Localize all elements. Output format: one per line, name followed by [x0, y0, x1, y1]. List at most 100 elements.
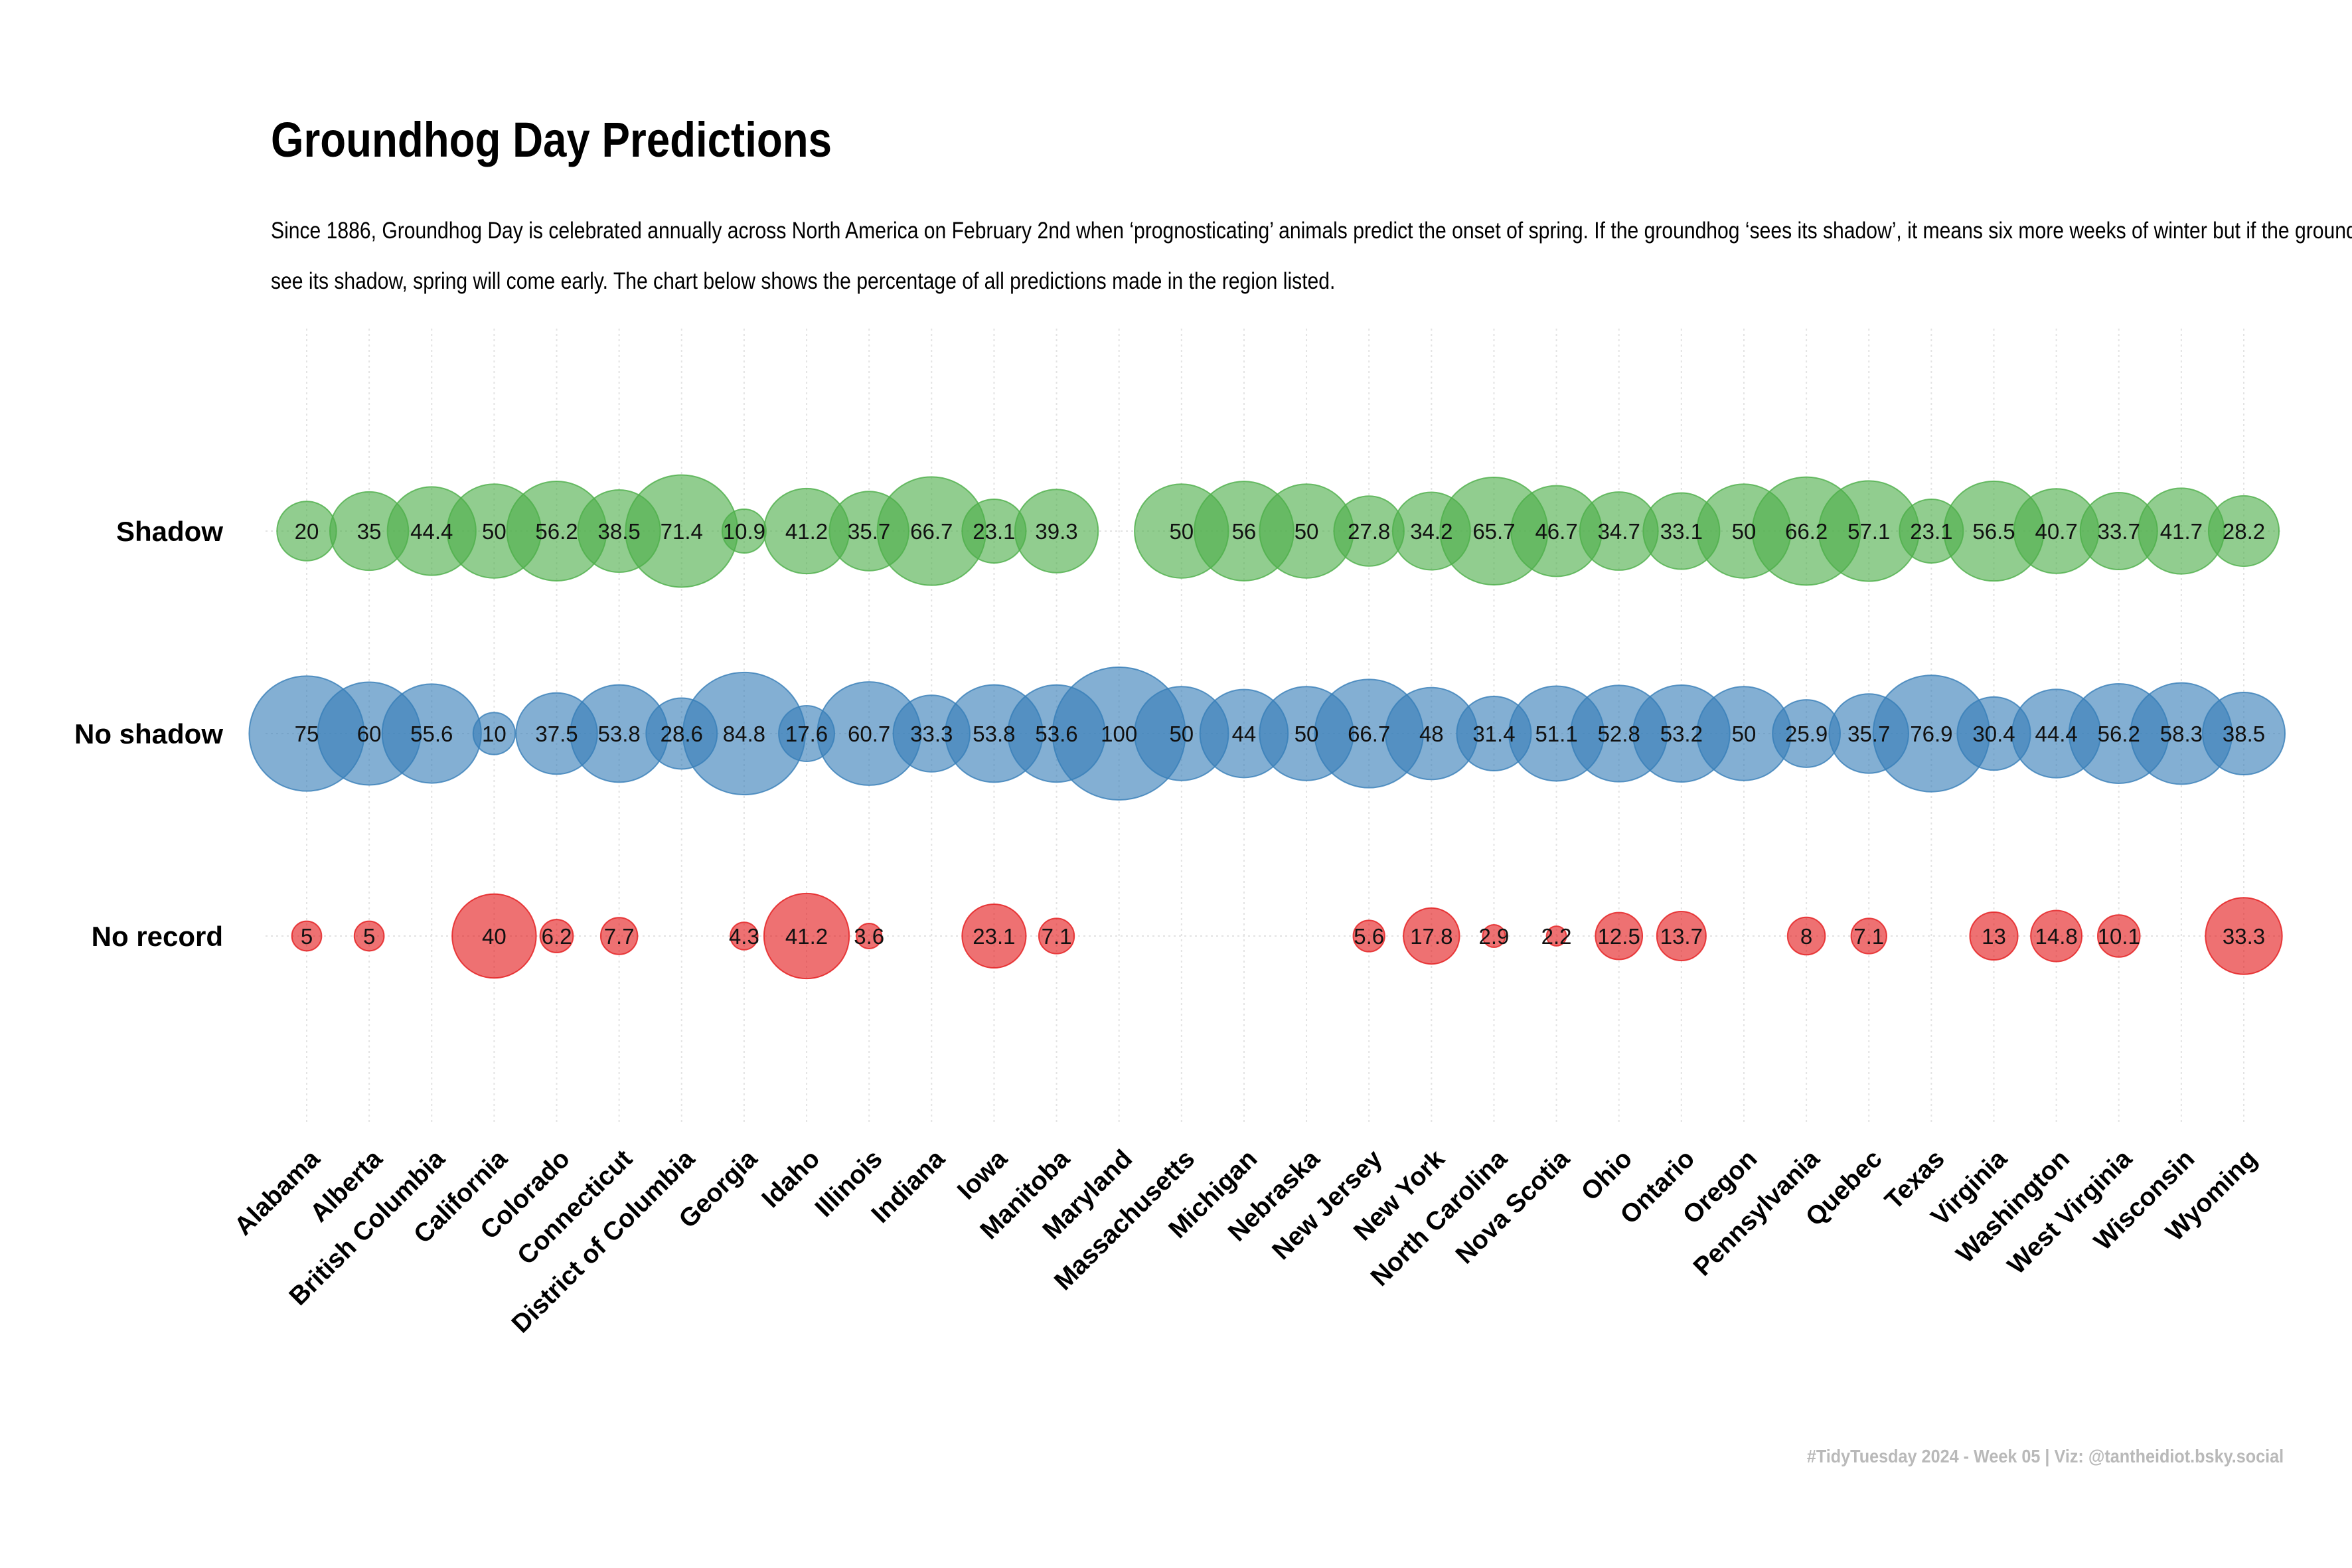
- bubble-value-label: 10: [482, 722, 507, 746]
- bubble-value-label: 27.8: [1348, 519, 1390, 544]
- bubble-value-label: 23.1: [1910, 519, 1952, 544]
- row-label: No shadow: [74, 718, 223, 749]
- bubble-value-label: 50: [1294, 519, 1319, 544]
- bubble-value-label: 44.4: [2035, 722, 2077, 746]
- bubble-value-label: 48: [1419, 722, 1444, 746]
- bubble-no-record: [2030, 909, 2083, 963]
- bubble-value-label: 14.8: [2035, 924, 2077, 949]
- bubble-value-label: 60.7: [848, 722, 890, 746]
- bubble-value-label: 20: [295, 519, 319, 544]
- bubble-value-label: 57.1: [1847, 519, 1890, 544]
- bubble-value-label: 10.9: [723, 519, 765, 544]
- bubble-value-label: 33.3: [2223, 924, 2265, 949]
- bubble-value-label: 65.7: [1472, 519, 1515, 544]
- bubble-value-label: 41.2: [785, 519, 828, 544]
- bubble-value-label: 7.1: [1042, 924, 1072, 949]
- bubble-no-record: [1969, 911, 2019, 961]
- bubble-value-label: 50: [1732, 519, 1757, 544]
- bubble-value-label: 44: [1232, 722, 1257, 746]
- bubble-value-label: 50: [482, 519, 507, 544]
- bubble-value-label: 31.4: [1472, 722, 1515, 746]
- bubble-value-label: 38.5: [598, 519, 641, 544]
- bubble-value-label: 13: [1982, 924, 2006, 949]
- bubble-value-label: 5: [301, 924, 313, 949]
- bubble-value-label: 34.7: [1598, 519, 1640, 544]
- bubble-value-label: 50: [1169, 722, 1194, 746]
- bubble-no-record: [599, 917, 639, 955]
- bubble-no-record: [1786, 916, 1826, 956]
- bubble-value-label: 50: [1294, 722, 1319, 746]
- bubble-value-label: 40.7: [2035, 519, 2077, 544]
- bubble-value-label: 41.2: [785, 924, 828, 949]
- label-layer: 20 35 44.4 50 56.2 38.5 71.4 10.9 41.2 35.7 66.7 23…: [295, 519, 2265, 949]
- bubble-value-label: 28.2: [2223, 519, 2265, 544]
- bubble-no-record: [2096, 914, 2141, 958]
- bubble-no-record: [291, 920, 323, 952]
- bubble-value-label: 56.2: [2098, 722, 2140, 746]
- bubble-value-label: 3.6: [854, 924, 884, 949]
- chart-caption: #TidyTuesday 2024 - Week 05 | Viz: @tant…: [1806, 1446, 2284, 1466]
- bubble-value-label: 33.1: [1660, 519, 1703, 544]
- bubble-value-label: 50: [1169, 519, 1194, 544]
- bubble-value-label: 56.5: [1972, 519, 2015, 544]
- bubble-no-record: [1482, 923, 1506, 949]
- bubble-value-label: 28.6: [661, 722, 703, 746]
- bubble-no-record: [856, 923, 883, 949]
- bubble-value-label: 46.7: [1535, 519, 1577, 544]
- bubble-value-label: 58.3: [2160, 722, 2203, 746]
- bubble-value-label: 33.3: [910, 722, 953, 746]
- bubble-value-label: 2.9: [1479, 924, 1510, 949]
- bubble-value-label: 30.4: [1972, 722, 2015, 746]
- bubble-value-label: 33.7: [2098, 519, 2140, 544]
- bubble-value-label: 23.1: [973, 924, 1015, 949]
- x-tick-label: Alabama: [229, 1144, 326, 1241]
- bubble-value-label: 56: [1232, 519, 1257, 544]
- bubble-value-label: 7.1: [1853, 924, 1884, 949]
- bubble-value-label: 100: [1101, 722, 1137, 746]
- bubble-no-shadow: [2201, 691, 2286, 776]
- bubble-value-label: 60: [357, 722, 382, 746]
- bubble-layer: [248, 474, 2286, 980]
- bubble-value-label: 4.3: [729, 924, 759, 949]
- bubble-value-label: 44.4: [410, 519, 453, 544]
- bubble-value-label: 66.7: [910, 519, 953, 544]
- bubble-value-label: 39.3: [1035, 519, 1077, 544]
- bubble-value-label: 56.2: [535, 519, 578, 544]
- bubble-value-label: 5.6: [1354, 924, 1384, 949]
- bubble-value-label: 53.8: [598, 722, 641, 746]
- bubble-value-label: 66.7: [1348, 722, 1390, 746]
- chart-title: Groundhog Day Predictions: [271, 112, 832, 167]
- bubble-value-label: 25.9: [1785, 722, 1828, 746]
- bubble-value-label: 7.7: [604, 924, 635, 949]
- bubble-value-label: 53.6: [1035, 722, 1077, 746]
- bubble-no-record: [1038, 917, 1075, 955]
- bubble-no-record: [2205, 897, 2283, 975]
- bubble-value-label: 53.2: [1660, 722, 1703, 746]
- bubble-value-label: 17.8: [1410, 924, 1452, 949]
- bubble-value-label: 84.8: [723, 722, 765, 746]
- bubble-value-label: 40: [482, 924, 507, 949]
- bubble-value-label: 2.2: [1541, 924, 1572, 949]
- bubble-no-record: [1656, 910, 1707, 962]
- bubble-value-label: 34.2: [1410, 519, 1452, 544]
- chart-subtitle: Since 1886, Groundhog Day is celebrated …: [271, 218, 2352, 294]
- bubble-value-label: 66.2: [1785, 519, 1828, 544]
- bubble-no-record: [1850, 917, 1887, 955]
- bubble-value-label: 38.5: [2223, 722, 2265, 746]
- bubble-no-record: [451, 893, 537, 979]
- bubble-no-record: [1403, 907, 1460, 965]
- bubble-value-label: 5: [363, 924, 375, 949]
- bubble-no-record: [1545, 925, 1567, 947]
- bubble-value-label: 13.7: [1660, 924, 1703, 949]
- bubble-value-label: 6.2: [542, 924, 572, 949]
- bubble-value-label: 17.6: [785, 722, 828, 746]
- bubble-value-label: 53.8: [973, 722, 1015, 746]
- bubble-value-label: 50: [1732, 722, 1757, 746]
- row-label: No record: [92, 921, 223, 952]
- bubble-no-record: [730, 921, 759, 951]
- bubble-value-label: 35: [357, 519, 382, 544]
- bubble-value-label: 10.1: [2098, 924, 2140, 949]
- bubble-value-label: 35.7: [1847, 722, 1890, 746]
